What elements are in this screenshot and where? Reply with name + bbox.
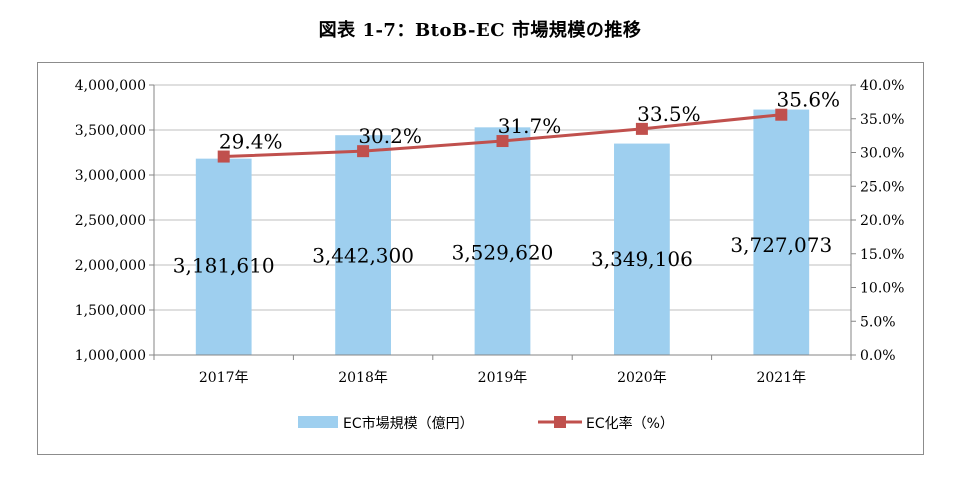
right-axis-tick-label: 20.0% (860, 213, 904, 229)
left-axis-tick-label: 2,000,000 (75, 258, 146, 274)
legend-swatch-marker (554, 416, 566, 428)
left-axis-tick-label: 3,000,000 (75, 168, 146, 184)
bar-value-label: 3,727,073 (730, 233, 832, 257)
left-axis-tick-label: 1,000,000 (75, 348, 146, 364)
line-value-label: 29.4% (219, 130, 283, 154)
axes: 1,000,000 1,500,000 2,000,000 2,500,000 3,00… (75, 78, 905, 386)
bar[interactable] (335, 135, 391, 355)
right-axis-tick-label: 0.0% (860, 348, 896, 364)
legend[interactable]: EC市場規模（億円） EC化率（%） (298, 415, 674, 432)
line-marker[interactable] (217, 150, 230, 163)
bar-value-label: 3,181,610 (173, 254, 275, 278)
bar-series (195, 109, 810, 355)
bar[interactable] (474, 127, 531, 355)
bar[interactable] (614, 143, 670, 355)
line-marker[interactable] (496, 135, 509, 148)
bar-value-label: 3,442,300 (312, 244, 414, 268)
left-axis-tick-label: 2,500,000 (75, 213, 146, 229)
right-axis-tick-label: 15.0% (860, 247, 904, 263)
x-axis-tick-label: 2018年 (338, 370, 388, 386)
line-value-label: 35.6% (777, 88, 841, 112)
line-marker[interactable] (357, 145, 370, 158)
right-axis-tick-label: 25.0% (860, 179, 904, 195)
bar-value-label: 3,349,106 (591, 247, 693, 271)
left-axis-tick-label: 4,000,000 (75, 78, 146, 94)
bar-value-label: 3,529,620 (452, 240, 554, 264)
chart-title: 図表 1-7：BtoB-EC 市場規模の推移 (318, 20, 642, 41)
line-value-label: 31.7% (498, 114, 562, 138)
x-axis-tick-label: 2020年 (617, 370, 667, 386)
right-axis-tick-label: 40.0% (860, 78, 904, 94)
bar[interactable] (753, 109, 810, 355)
line-marker[interactable] (635, 122, 648, 135)
line-marker[interactable] (775, 108, 788, 121)
right-axis-tick-label: 30.0% (860, 146, 904, 162)
x-axis-tick-label: 2021年 (756, 370, 806, 386)
legend-swatch-bar (298, 416, 338, 428)
left-axis-tick-label: 3,500,000 (75, 123, 146, 139)
line-value-label: 33.5% (637, 102, 701, 126)
data-labels: 3,181,610 3,442,300 3,529,620 3,349,106 3,72… (173, 88, 840, 278)
right-axis-tick-label: 5.0% (860, 314, 896, 330)
x-axis-tick-label: 2017年 (199, 370, 249, 386)
right-axis-tick-label: 35.0% (860, 112, 904, 128)
left-axis-tick-label: 1,500,000 (75, 303, 146, 319)
legend-label-ec-rate: EC化率（%） (586, 415, 674, 432)
bar[interactable] (195, 158, 252, 355)
legend-label-market-size: EC市場規模（億円） (343, 415, 474, 432)
line-value-label: 30.2% (358, 124, 422, 148)
chart-frame: 1,000,000 1,500,000 2,000,000 2,500,000 3,00… (37, 62, 924, 455)
line-series (217, 108, 788, 163)
x-axis-tick-label: 2019年 (478, 370, 528, 386)
right-axis-tick-label: 10.0% (860, 281, 904, 297)
combo-chart: 1,000,000 1,500,000 2,000,000 2,500,000 3,00… (75, 78, 905, 432)
